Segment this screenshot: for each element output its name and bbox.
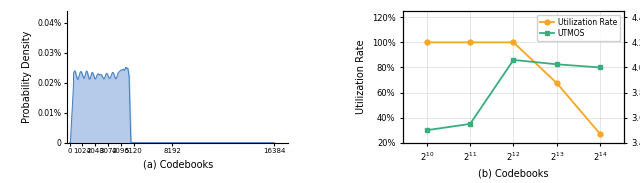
X-axis label: (a) Codebooks: (a) Codebooks [143, 160, 213, 170]
Utilization Rate [423, 41, 431, 43]
X-axis label: (b) Codebooks: (b) Codebooks [478, 168, 548, 178]
Line: UTMOS: UTMOS [424, 57, 603, 133]
Utilization Rate [553, 82, 561, 84]
UTMOS [509, 59, 517, 61]
Y-axis label: Probability Density: Probability Density [22, 31, 32, 123]
Line: Utilization Rate: Utilization Rate [424, 40, 603, 136]
Utilization Rate [467, 41, 474, 43]
UTMOS [467, 123, 474, 125]
Y-axis label: Utilization Rate: Utilization Rate [356, 40, 366, 114]
Utilization Rate [596, 133, 604, 135]
UTMOS [553, 63, 561, 65]
Utilization Rate [509, 41, 517, 43]
UTMOS [596, 66, 604, 69]
UTMOS [423, 129, 431, 131]
Legend: Utilization Rate, UTMOS: Utilization Rate, UTMOS [537, 15, 620, 41]
